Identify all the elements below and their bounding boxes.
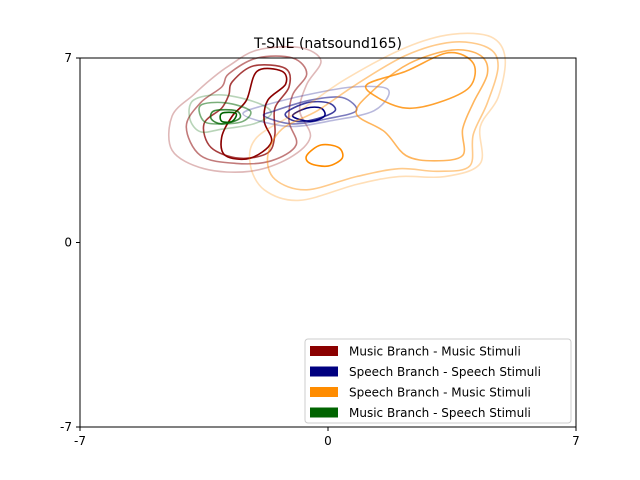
contour-layer [168, 32, 507, 202]
legend-swatch [310, 387, 338, 397]
legend-swatch [310, 366, 338, 377]
x-tick-label: 0 [324, 434, 332, 448]
series-3-contour-level-2 [266, 41, 499, 191]
series-1-contours [168, 45, 322, 173]
y-tick-label: 7 [64, 51, 72, 65]
x-tick-label: -7 [74, 434, 86, 448]
series-4-contour-level-2 [198, 101, 252, 125]
legend-frame [304, 338, 572, 424]
legend-entry-label: Music Branch - Music Stimuli [349, 345, 521, 359]
chart-title: T-SNE (natsound165) [253, 36, 402, 52]
series-1-contour-level-1 [168, 45, 322, 173]
series-1-contour-level-2 [185, 55, 308, 165]
legend-entry-label: Speech Branch - Speech Stimuli [349, 365, 541, 379]
x-tick-label: 7 [572, 434, 580, 448]
y-axis: -7 0 7 [60, 51, 80, 434]
series-2-contour-level-3 [284, 100, 337, 123]
legend-swatch [310, 407, 338, 418]
x-axis: -7 0 7 [74, 427, 580, 448]
series-4-contour-level-1 [188, 94, 273, 134]
series-4-contours [188, 94, 273, 134]
series-2-contour-level-4 [291, 106, 326, 123]
series-4-contour-level-4 [219, 111, 238, 124]
series-3-contour-level-1 [248, 32, 507, 202]
legend-swatch [310, 346, 338, 356]
series-3-contours [248, 32, 507, 202]
legend-entry-label: Speech Branch - Music Stimuli [349, 386, 531, 400]
series-3-contour-level-3 [355, 48, 489, 162]
series-3-contour-level-5 [305, 143, 344, 168]
y-tick-label: -7 [60, 420, 72, 434]
series-2-contour-level-2 [262, 96, 358, 125]
series-1-contour-level-3 [202, 64, 292, 160]
legend-entry-label: Music Branch - Speech Stimuli [349, 406, 531, 420]
series-1-contour-level-4 [220, 67, 288, 161]
legend: Music Branch - Music Stimuli Speech Branc… [304, 338, 572, 424]
y-tick-label: 0 [64, 236, 72, 250]
series-3-contour-level-4 [364, 51, 477, 110]
